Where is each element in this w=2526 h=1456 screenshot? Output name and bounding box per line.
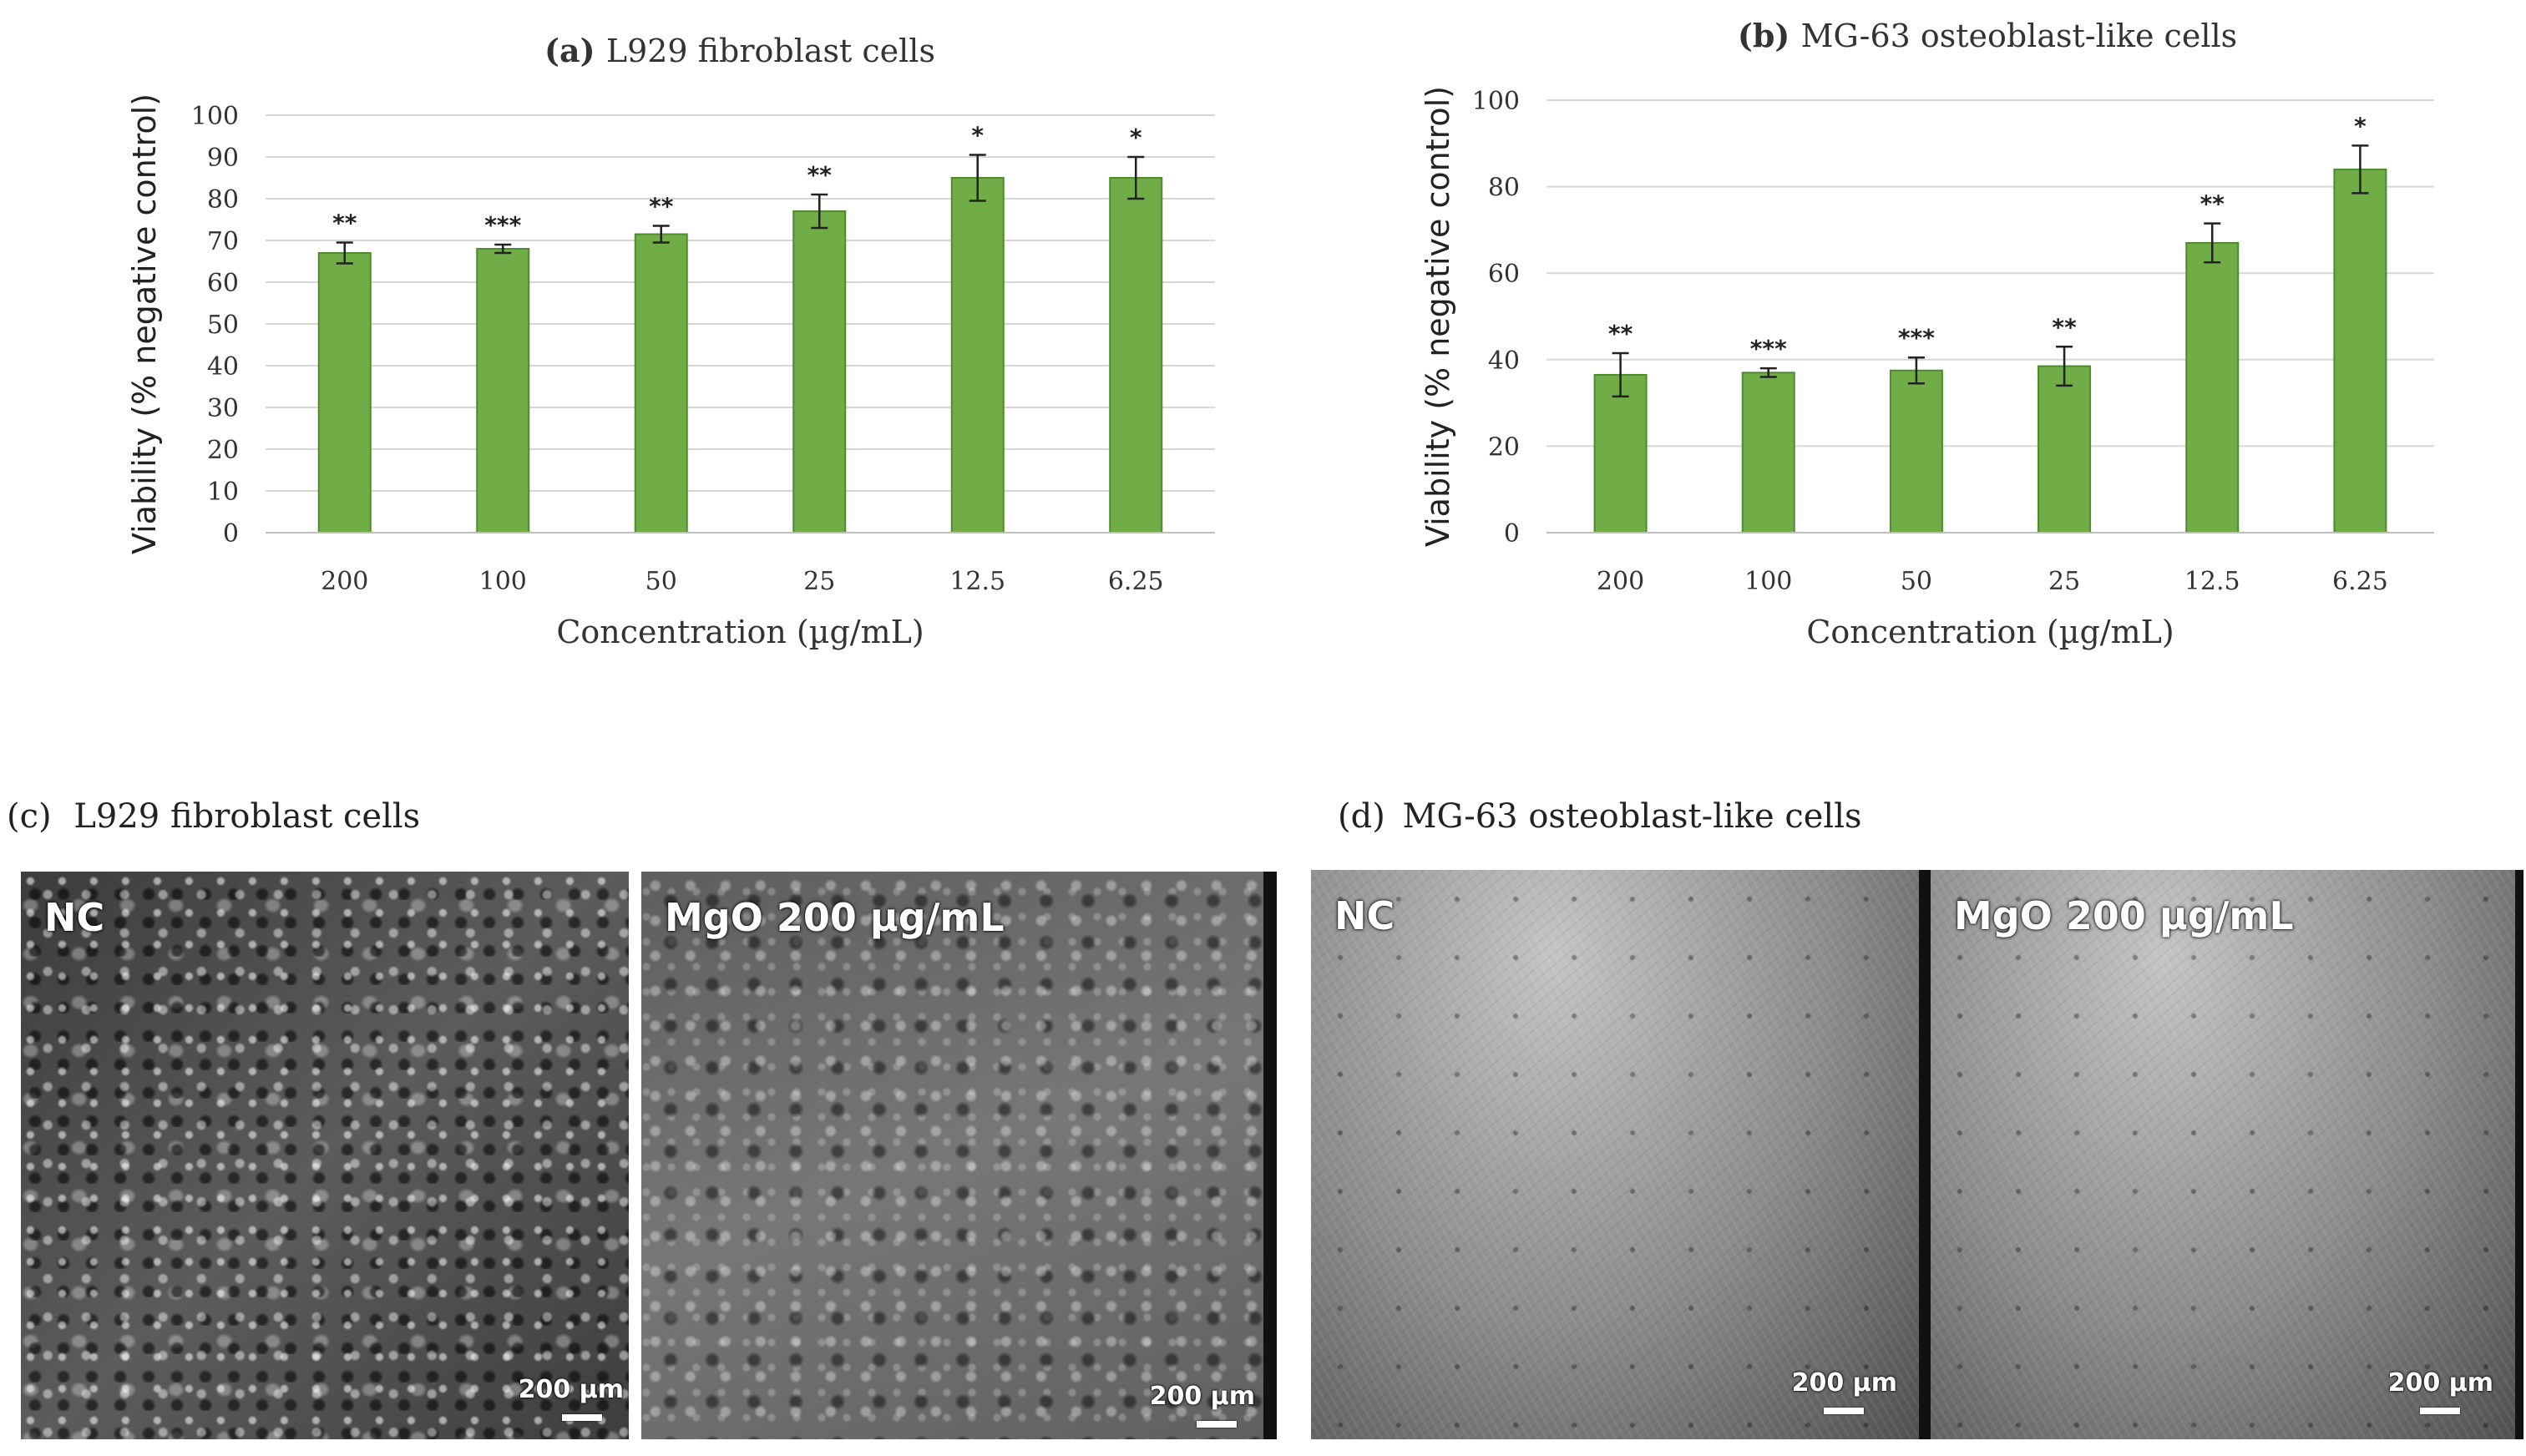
y-tick-label: 0 [223,519,239,549]
significance-marker: *** [1750,335,1787,362]
scale-bar-label: 200 µm [2387,1368,2493,1398]
significance-marker: ** [2200,190,2225,218]
x-tick-label: 6.25 [2332,567,2388,596]
micrograph-c-nc: NC 200 µm [21,872,629,1439]
y-tick-label: 80 [207,185,239,215]
y-tick-label: 50 [207,311,239,340]
y-axis-label: Viability (% negative control) [126,94,163,554]
micrograph-label: MgO 200 µg/mL [1954,893,2294,938]
y-tick-label: 20 [1488,432,1520,462]
y-tick-label: 20 [207,436,239,465]
x-axis-label: Concentration (µg/mL) [1806,614,2174,650]
significance-marker: ** [1608,320,1633,347]
y-tick-label: 100 [191,102,239,131]
x-tick-label: 50 [1901,567,1932,596]
panel-c-label: (c) L929 fibroblast cells [7,797,420,836]
y-tick-label: 10 [207,478,239,507]
scale-bar-label: 200 µm [518,1375,624,1404]
x-tick-label: 100 [479,567,527,596]
scale-bar [562,1414,602,1421]
scale-bar [1824,1408,1864,1414]
micrograph-label: MgO 200 µg/mL [665,895,1005,940]
panel-c-title: L929 fibroblast cells [73,797,421,836]
panel-letter: (a) [544,32,606,69]
image-border [1919,870,1931,1439]
micrograph-label: NC [44,895,105,940]
title-text: L929 fibroblast cells [606,33,935,69]
significance-marker: * [971,122,984,149]
y-tick-label: 80 [1488,174,1520,203]
bar [1741,372,1795,533]
y-tick-label: 40 [1488,346,1520,376]
panel-c-letter: (c) [7,797,52,836]
bar [1889,369,1943,533]
chart-title: (a) L929 fibroblast cells [544,32,935,69]
y-tick-label: 60 [207,269,239,298]
x-tick-label: 200 [1597,567,1644,596]
y-axis-label: Viability (% negative control) [1420,86,1456,547]
y-tick-label: 60 [1488,260,1520,289]
micrograph-d-mgo: MgO 200 µg/mL 200 µm [1931,870,2515,1439]
significance-marker: *** [484,211,521,239]
y-tick-label: 30 [207,394,239,423]
significance-marker: *** [1898,324,1935,351]
scale-bar [1197,1421,1237,1428]
scale-bar [2420,1408,2460,1414]
y-tick-label: 90 [207,144,239,173]
panel-d-letter: (d) [1338,797,1385,836]
y-tick-label: 40 [207,352,239,382]
significance-marker: ** [649,193,674,220]
scale-bar-label: 200 µm [1791,1368,1897,1398]
bar [2038,365,2092,533]
bar [2185,241,2240,533]
bar [1593,373,1648,533]
x-tick-label: 12.5 [949,567,1005,596]
x-tick-label: 25 [803,567,835,596]
y-tick-label: 100 [1472,87,1520,116]
panel-letter: (b) [1738,17,1801,54]
significance-marker: * [2354,112,2367,139]
micrograph-label: NC [1334,893,1395,938]
significance-marker: * [1130,124,1142,151]
x-tick-label: 200 [321,567,368,596]
image-border [2515,870,2523,1439]
x-tick-label: 12.5 [2184,567,2240,596]
bar [634,233,688,533]
x-tick-label: 100 [1744,567,1792,596]
bar [792,210,847,533]
significance-marker: ** [2052,313,2077,341]
bar-charts: (a) L929 fibroblast cells 0 10 20 30 40 50 60 70… [126,17,2434,650]
y-tick-label: 0 [1504,519,1520,549]
bar [476,248,530,533]
x-axis-label: Concentration (µg/mL) [556,614,924,650]
micrograph-c-mgo: MgO 200 µg/mL 200 µm [641,872,1263,1439]
bar [317,252,372,533]
bar [2333,168,2387,533]
bar [950,177,1005,533]
chart-a-l929-viability: (a) L929 fibroblast cells 0 10 20 30 40 50 60 70… [126,32,1215,650]
panel-d-label: (d) MG-63 osteoblast-like cells [1338,797,1862,836]
x-tick-label: 6.25 [1108,567,1164,596]
x-tick-label: 50 [645,567,677,596]
significance-marker: ** [332,210,357,237]
title-text: MG-63 osteoblast-like cells [1801,18,2237,54]
chart-title: (b) MG-63 osteoblast-like cells [1738,17,2237,54]
significance-marker: ** [807,161,833,189]
bar [1109,177,1163,533]
micrograph-d-nc: NC 200 µm [1311,870,1919,1439]
image-border [1263,872,1277,1439]
chart-b-mg63-viability: (b) MG-63 osteoblast-like cells 0 20 40 60 80… [1420,17,2434,650]
scale-bar-label: 200 µm [1149,1382,1255,1411]
panel-d-title: MG-63 osteoblast-like cells [1402,797,1862,836]
y-tick-label: 70 [207,227,239,256]
x-tick-label: 25 [2048,567,2080,596]
